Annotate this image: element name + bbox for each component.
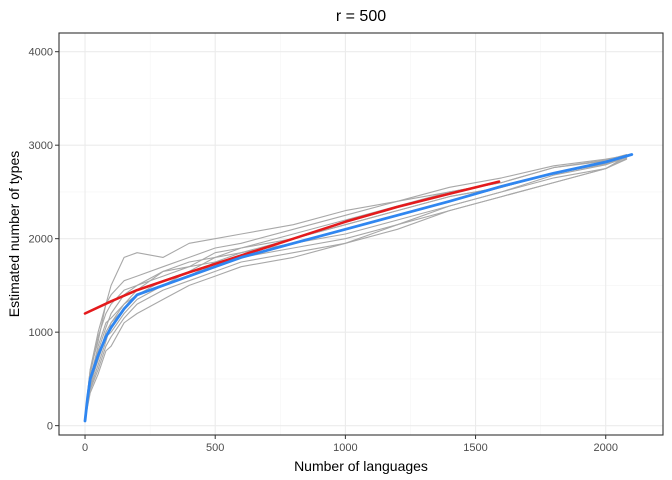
- x-tick-label: 1500: [463, 442, 487, 454]
- y-tick-label: 4000: [29, 47, 53, 59]
- fit-line: [83, 180, 501, 315]
- x-tick-label: 1000: [333, 442, 357, 454]
- y-tick-label: 1000: [29, 327, 53, 339]
- x-tick-label: 2000: [593, 442, 617, 454]
- y-tick-label: 3000: [29, 140, 53, 152]
- x-axis-title: Number of languages: [294, 458, 428, 474]
- x-tick-label: 500: [206, 442, 224, 454]
- plot-area: 0 500 1000 1500 2000 0 1000 2000 3000 4000: [29, 32, 664, 454]
- sample-line: [84, 157, 628, 421]
- sample-line: [84, 153, 628, 418]
- mean-line: [83, 153, 634, 423]
- chart-title: r = 500: [336, 8, 386, 25]
- x-tick-label: 0: [82, 442, 88, 454]
- y-tick-label: 2000: [29, 234, 53, 246]
- y-tick-label: 0: [47, 421, 53, 433]
- panel-border: [58, 32, 664, 436]
- y-axis-title: Estimated number of types: [6, 151, 22, 318]
